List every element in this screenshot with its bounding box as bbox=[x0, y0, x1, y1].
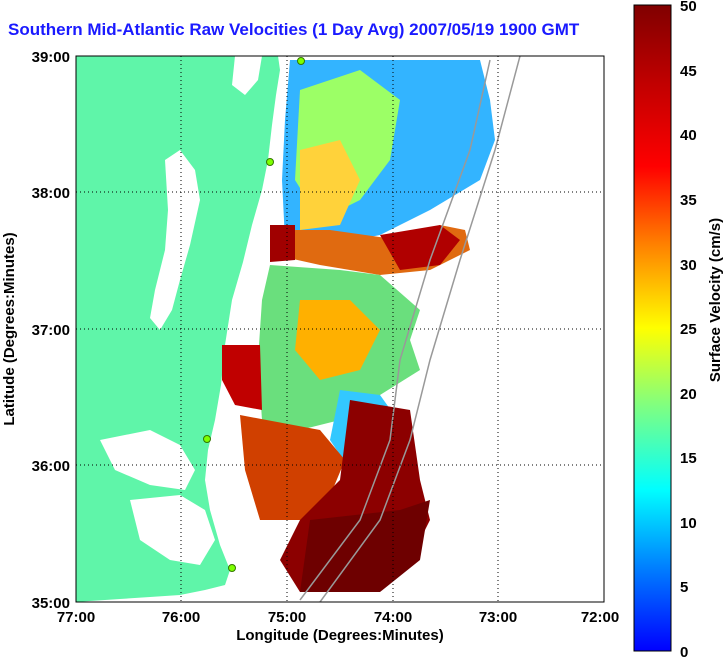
x-tick-label: 76:00 bbox=[162, 609, 200, 626]
y-tick-label: 35:00 bbox=[32, 595, 70, 612]
y-tick-label: 37:00 bbox=[32, 322, 70, 339]
colorbar-tick-label: 20 bbox=[680, 386, 697, 403]
y-tick-label: 39:00 bbox=[32, 49, 70, 66]
x-tick-label: 77:00 bbox=[57, 609, 95, 626]
delaware-bay bbox=[232, 56, 262, 95]
albemarle-sound bbox=[100, 430, 195, 490]
bathymetry-contours bbox=[299, 56, 521, 602]
x-tick-label: 73:00 bbox=[479, 609, 517, 626]
colorbar bbox=[633, 4, 672, 652]
colorbar-tick-label: 25 bbox=[680, 321, 697, 338]
colorbar-label: Surface Velocity (cm/s) bbox=[707, 218, 724, 382]
y-tick-label: 36:00 bbox=[32, 458, 70, 475]
y-axis-label: Latitude (Degrees:Minutes) bbox=[1, 232, 18, 425]
colorbar-ticks: 50 45 40 35 30 25 20 15 10 5 0 bbox=[680, 0, 697, 659]
colorbar-tick-label: 40 bbox=[680, 127, 697, 144]
colorbar-tick-label: 10 bbox=[680, 515, 697, 532]
y-tick-label: 38:00 bbox=[32, 185, 70, 202]
x-axis-label: Longitude (Degrees:Minutes) bbox=[236, 627, 444, 644]
colorbar-tick-label: 15 bbox=[680, 450, 697, 467]
plot-frame bbox=[75, 55, 605, 603]
pamlico-sound bbox=[130, 495, 215, 565]
colorbar-tick-label: 35 bbox=[680, 192, 697, 209]
x-tick-label: 74:00 bbox=[374, 609, 412, 626]
grid-lines bbox=[76, 56, 604, 602]
colorbar-tick-label: 30 bbox=[680, 257, 697, 274]
station-markers bbox=[203, 57, 305, 572]
x-tick-label: 72:00 bbox=[581, 609, 619, 626]
colorbar-tick-label: 45 bbox=[680, 63, 697, 80]
map-title: Southern Mid-Atlantic Raw Velocities (1 … bbox=[8, 20, 580, 39]
colorbar-tick-label: 0 bbox=[680, 644, 688, 659]
colorbar-tick-label: 50 bbox=[680, 0, 697, 15]
x-tick-label: 75:00 bbox=[268, 609, 306, 626]
chesapeake-bay bbox=[150, 150, 200, 330]
colorbar-tick-label: 5 bbox=[680, 579, 688, 596]
